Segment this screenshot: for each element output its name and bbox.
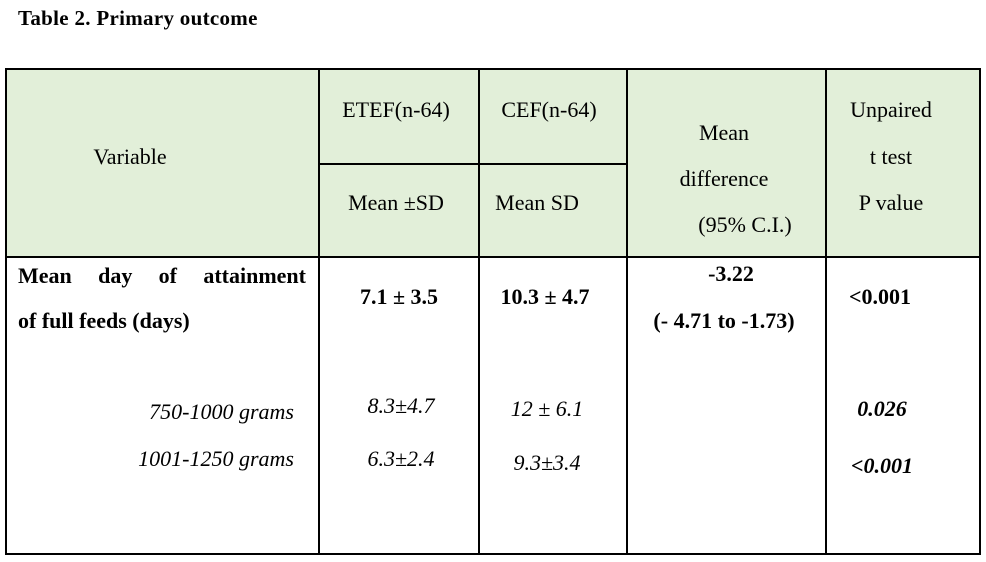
main-row-cef: 10.3 ± 4.7 <box>500 284 590 309</box>
header-etef-sub: Mean ±SD <box>348 190 444 215</box>
header-etef: ETEF(n-64) <box>342 97 450 122</box>
subgroup-p-value: <0.001 <box>850 453 914 478</box>
label-word: day <box>98 263 133 288</box>
main-row-p-value: <0.001 <box>848 284 912 309</box>
label-word: Mean <box>18 263 72 288</box>
header-ttest-line2: t test <box>869 144 913 169</box>
subgroup-p-value: 0.026 <box>857 396 907 421</box>
subgroup-etef: 6.3±2.4 <box>367 446 435 471</box>
subgroup-label: 1001-1250 grams <box>138 446 294 471</box>
table-title: Table 2. Primary outcome <box>18 6 258 30</box>
column-divider <box>626 70 628 553</box>
label-word: of <box>158 263 177 288</box>
header-variable: Variable <box>93 144 167 169</box>
column-divider <box>825 70 827 553</box>
main-row-mean-diff: -3.22 <box>708 261 754 286</box>
header-cef: CEF(n-64) <box>501 97 597 122</box>
header-mean-diff-line2: difference <box>679 166 769 191</box>
subgroup-cef: 9.3±3.4 <box>513 450 581 475</box>
subgroup-label: 750-1000 grams <box>149 399 294 424</box>
main-row-etef: 7.1 ± 3.5 <box>359 284 439 309</box>
subgroup-cef: 12 ± 6.1 <box>510 396 584 421</box>
header-cef-sub: Mean SD <box>495 190 579 215</box>
main-row-label-line1: Mean day of attainment <box>18 263 306 289</box>
header-ttest-line3: P value <box>858 190 924 215</box>
header-subdivider <box>318 163 628 165</box>
primary-outcome-table: Variable ETEF(n-64) CEF(n-64) Mean ±SD M… <box>5 68 981 555</box>
column-divider <box>318 70 320 553</box>
header-ttest-line1: Unpaired <box>850 97 932 122</box>
header-mean-diff-line1: Mean <box>698 120 750 145</box>
main-row-label-line2: of full feeds (days) <box>18 308 190 333</box>
header-mean-diff-line3: (95% C.I.) <box>698 212 792 237</box>
header-bottom-border <box>7 256 979 258</box>
main-row-ci: (- 4.71 to -1.73) <box>653 308 795 333</box>
label-word: attainment <box>203 263 306 288</box>
subgroup-etef: 8.3±4.7 <box>367 393 435 418</box>
column-divider <box>478 70 480 553</box>
